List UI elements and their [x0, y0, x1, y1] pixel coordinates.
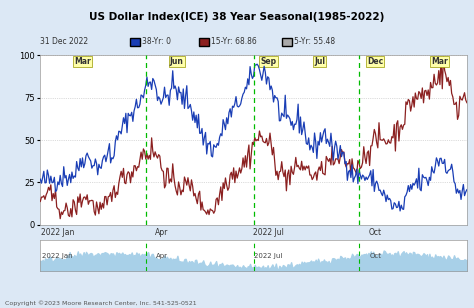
Text: Mar: Mar	[431, 57, 447, 66]
Text: Apr: Apr	[155, 228, 169, 237]
Text: 5-Yr: 55.48: 5-Yr: 55.48	[294, 37, 335, 46]
Text: Jul: Jul	[314, 57, 325, 66]
Text: Dec: Dec	[367, 57, 383, 66]
Text: US Dollar Index(ICE) 38 Year Seasonal(1985-2022): US Dollar Index(ICE) 38 Year Seasonal(19…	[89, 12, 385, 22]
Text: 15-Yr: 68.86: 15-Yr: 68.86	[211, 37, 257, 46]
Text: 2022 Jan: 2022 Jan	[41, 228, 74, 237]
Text: Oct: Oct	[369, 253, 381, 259]
Text: Mar: Mar	[74, 57, 91, 66]
Text: 2022 Jan: 2022 Jan	[42, 253, 73, 259]
Text: 38-Yr: 0: 38-Yr: 0	[142, 37, 171, 46]
Text: 2022 Jul: 2022 Jul	[253, 228, 284, 237]
Text: Oct: Oct	[369, 228, 382, 237]
Text: 31 Dec 2022: 31 Dec 2022	[40, 37, 89, 46]
Text: 2022 Jul: 2022 Jul	[255, 253, 283, 259]
Text: Apr: Apr	[156, 253, 168, 259]
Text: Jun: Jun	[170, 57, 184, 66]
Text: Sep: Sep	[260, 57, 277, 66]
Text: Copyright ©2023 Moore Research Center, Inc. 541-525-0521: Copyright ©2023 Moore Research Center, I…	[5, 301, 196, 306]
